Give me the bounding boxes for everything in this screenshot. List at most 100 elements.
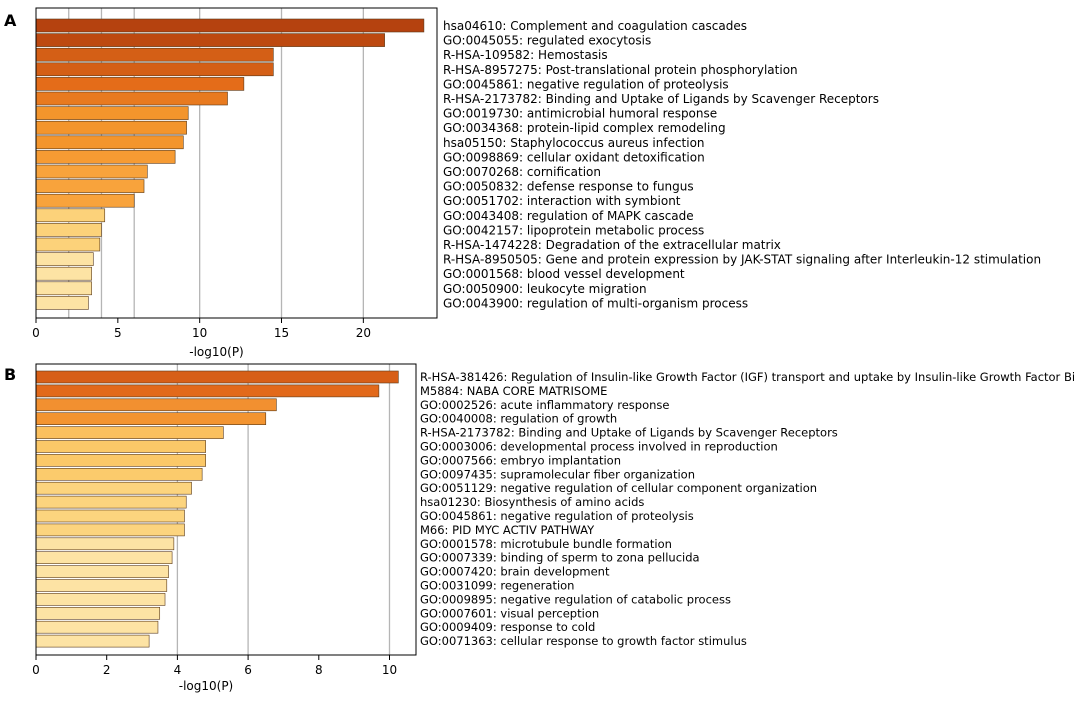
panel-a-bar bbox=[35, 237, 101, 252]
panel-b-bar bbox=[35, 634, 150, 648]
panel-b-category-label: M5884: NABA CORE MATRISOME bbox=[420, 384, 607, 398]
panel-b-bar bbox=[35, 523, 185, 537]
panel-a-category-label: R-HSA-1474228: Degradation of the extrac… bbox=[443, 238, 781, 252]
panel-a-bar bbox=[35, 179, 145, 193]
panel-a-x-tick-label: 15 bbox=[274, 326, 289, 340]
panel-a-bar bbox=[35, 193, 135, 208]
panel-b-category-label: GO:0007339: binding of sperm to zona pel… bbox=[420, 551, 700, 565]
panel-a-panel-label: A bbox=[4, 11, 17, 30]
panel-a-category-label: GO:0051702: interaction with symbiont bbox=[443, 194, 681, 208]
panel-b-category-label: M66: PID MYC ACTIV PATHWAY bbox=[420, 523, 595, 537]
panel-b-bar bbox=[35, 412, 267, 426]
panel-a-bar bbox=[35, 296, 89, 310]
panel-a-bar bbox=[35, 150, 176, 164]
panel-b-x-tick-label: 0 bbox=[32, 663, 40, 677]
panel-a-category-label: R-HSA-109582: Hemostasis bbox=[443, 48, 608, 62]
panel-b-bar bbox=[35, 509, 185, 523]
panel-a-category-label: hsa05150: Staphylococcus aureus infectio… bbox=[443, 136, 705, 150]
panel-a-category-label: GO:0001568: blood vessel development bbox=[443, 267, 685, 281]
panel-b-bar bbox=[35, 593, 166, 606]
panel-b-category-label: GO:0003006: developmental process involv… bbox=[420, 440, 778, 454]
panel-a-category-label: GO:0019730: antimicrobial humoral respon… bbox=[443, 107, 717, 121]
panel-b-x-axis-label: -log10(P) bbox=[179, 679, 234, 693]
panel-a-category-label: GO:0034368: protein-lipid complex remode… bbox=[443, 121, 726, 135]
panel-a-bar bbox=[35, 77, 245, 91]
panel-a-category-label: R-HSA-8950505: Gene and protein expressi… bbox=[443, 253, 1041, 267]
panel-b-category-label: GO:0071363: cellular response to growth … bbox=[420, 634, 747, 648]
panel-a-category-label: GO:0050832: defense response to fungus bbox=[443, 180, 694, 194]
panel-b-chart: B R-HSA-381426: Regulation of Insulin-lik… bbox=[4, 363, 1075, 693]
panel-a-bar bbox=[35, 281, 92, 296]
panel-a-x-tick-label: 0 bbox=[32, 326, 40, 340]
panel-a-bar bbox=[35, 62, 274, 77]
panel-a-category-label: GO:0043408: regulation of MAPK cascade bbox=[443, 209, 694, 223]
panel-b-bar bbox=[35, 398, 277, 412]
panel-a-x-axis-label: -log10(P) bbox=[189, 345, 244, 359]
panel-a-bar bbox=[35, 266, 92, 281]
panel-a-category-label: R-HSA-8957275: Post-translational protei… bbox=[443, 63, 798, 77]
panel-b-category-label: GO:0097435: supramolecular fiber organiz… bbox=[420, 467, 695, 481]
panel-a-category-label: GO:0070268: cornification bbox=[443, 165, 601, 179]
panel-a-bar bbox=[35, 91, 228, 106]
panel-a-category-label: GO:0045055: regulated exocytosis bbox=[443, 34, 651, 48]
panel-a-category-label: GO:0042157: lipoprotein metabolic proces… bbox=[443, 223, 704, 237]
panel-b-category-label: GO:0007601: visual perception bbox=[420, 606, 599, 620]
panel-b-category-label: GO:0051129: negative regulation of cellu… bbox=[420, 481, 817, 495]
panel-a-category-label: GO:0043900: regulation of multi-organism… bbox=[443, 296, 748, 310]
panel-b-panel-label: B bbox=[4, 365, 16, 384]
panel-b-bar bbox=[35, 551, 173, 565]
panel-b-bar bbox=[35, 440, 206, 453]
panel-b-bar bbox=[35, 620, 159, 634]
panel-b-bar bbox=[35, 537, 175, 551]
panel-b-x-tick-label: 6 bbox=[244, 663, 252, 677]
panel-b-category-label: R-HSA-381426: Regulation of Insulin-like… bbox=[420, 370, 1075, 384]
panel-b-bar bbox=[35, 426, 224, 439]
panel-a-bar bbox=[35, 120, 187, 135]
panel-b-category-label: GO:0007420: brain development bbox=[420, 565, 610, 579]
panel-b-bar bbox=[35, 467, 203, 481]
panel-a-x-tick-label: 20 bbox=[356, 326, 371, 340]
panel-a-bar bbox=[35, 106, 189, 120]
panel-b-category-label: GO:0045861: negative regulation of prote… bbox=[420, 509, 694, 523]
panel-b-x-tick-label: 8 bbox=[315, 663, 323, 677]
panel-a-axes-frame bbox=[35, 7, 438, 319]
panel-b-category-label: R-HSA-2173782: Binding and Uptake of Lig… bbox=[420, 426, 838, 440]
panel-a-bar bbox=[35, 223, 102, 237]
panel-a-x-tick-label: 5 bbox=[114, 326, 122, 340]
panel-a-bar bbox=[35, 33, 385, 47]
panel-b-category-label: GO:0009409: response to cold bbox=[420, 620, 595, 634]
panel-b-x-tick-label: 4 bbox=[174, 663, 182, 677]
panel-b-category-label: GO:0031099: regeneration bbox=[420, 579, 574, 593]
panel-b-category-label: GO:0009895: negative regulation of catab… bbox=[420, 592, 731, 606]
panel-a-category-label: hsa04610: Complement and coagulation cas… bbox=[443, 19, 747, 33]
panel-a-category-label: GO:0098869: cellular oxidant detoxificat… bbox=[443, 150, 705, 164]
panel-a-bar bbox=[35, 47, 274, 62]
panel-b-x-tick-label: 10 bbox=[382, 663, 397, 677]
panel-b-bar bbox=[35, 370, 399, 384]
panel-b-bar bbox=[35, 495, 187, 509]
panel-a-category-label: R-HSA-2173782: Binding and Uptake of Lig… bbox=[443, 92, 879, 106]
panel-b-bar bbox=[35, 579, 168, 592]
panel-a-category-label: GO:0050900: leukocyte migration bbox=[443, 282, 647, 296]
panel-b-bar bbox=[35, 606, 161, 620]
panel-a-bar bbox=[35, 252, 94, 266]
panel-b-category-label: hsa01230: Biosynthesis of amino acids bbox=[420, 495, 644, 509]
panel-a-category-label: GO:0045861: negative regulation of prote… bbox=[443, 77, 729, 91]
panel-a-bar bbox=[35, 135, 184, 150]
panel-b-bar bbox=[35, 481, 192, 495]
panel-b-bar bbox=[35, 384, 380, 398]
panel-a-x-tick-label: 10 bbox=[192, 326, 207, 340]
panel-b-category-label: GO:0007566: embryo implantation bbox=[420, 453, 621, 467]
panel-b-bar bbox=[35, 454, 206, 467]
panel-b-bar bbox=[35, 565, 169, 578]
panel-b-category-label: GO:0001578: microtubule bundle formation bbox=[420, 537, 672, 551]
panel-b-x-tick-label: 2 bbox=[103, 663, 111, 677]
panel-b-axes-frame bbox=[35, 363, 417, 656]
panel-b-category-label: GO:0040008: regulation of growth bbox=[420, 412, 617, 426]
panel-a-bar bbox=[35, 164, 148, 179]
panel-b-category-label: GO:0002526: acute inflammatory response bbox=[420, 398, 669, 412]
panel-a-bar bbox=[35, 18, 425, 33]
panel-a-bar bbox=[35, 208, 106, 223]
